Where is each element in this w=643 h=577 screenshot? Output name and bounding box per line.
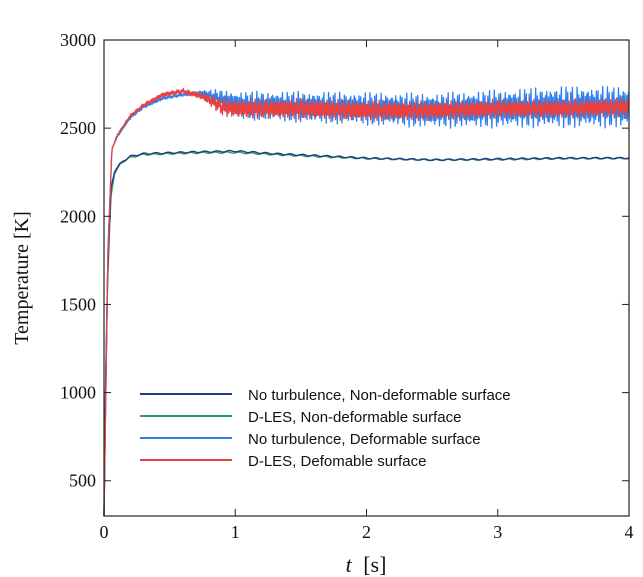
x-axis-label: t [s] xyxy=(346,552,387,577)
tick-layer: 0 1 2 3 4 3000 2500 2000 1500 1000 500 xyxy=(60,30,634,542)
x-tick-label: 0 xyxy=(100,522,109,542)
legend: No turbulence, Non-deformable surface D-L… xyxy=(140,387,511,470)
x-tick-label: 2 xyxy=(362,522,371,542)
y-tick-label: 2000 xyxy=(60,206,96,226)
x-axis-label-unit: [s] xyxy=(363,552,386,577)
x-tick-label: 3 xyxy=(493,522,502,542)
y-tick-label: 500 xyxy=(69,471,96,491)
y-axis-label: Temperature [K] xyxy=(11,211,33,345)
legend-label: D-LES, Defomable surface xyxy=(248,453,426,470)
series-line xyxy=(103,149,630,517)
legend-label: D-LES, Non-deformable surface xyxy=(248,409,461,426)
x-tick-label: 4 xyxy=(625,522,634,542)
y-tick-label: 3000 xyxy=(60,30,96,50)
plot-layer xyxy=(103,85,630,517)
y-tick-label: 2500 xyxy=(60,118,96,138)
y-tick-label: 1500 xyxy=(60,294,96,314)
series-line xyxy=(103,88,630,517)
x-axis-label-symbol: t xyxy=(346,552,353,577)
y-tick-label: 1000 xyxy=(60,383,96,403)
x-tick-label: 1 xyxy=(231,522,240,542)
legend-label: No turbulence, Deformable surface xyxy=(248,431,481,448)
legend-label: No turbulence, Non-deformable surface xyxy=(248,387,511,404)
